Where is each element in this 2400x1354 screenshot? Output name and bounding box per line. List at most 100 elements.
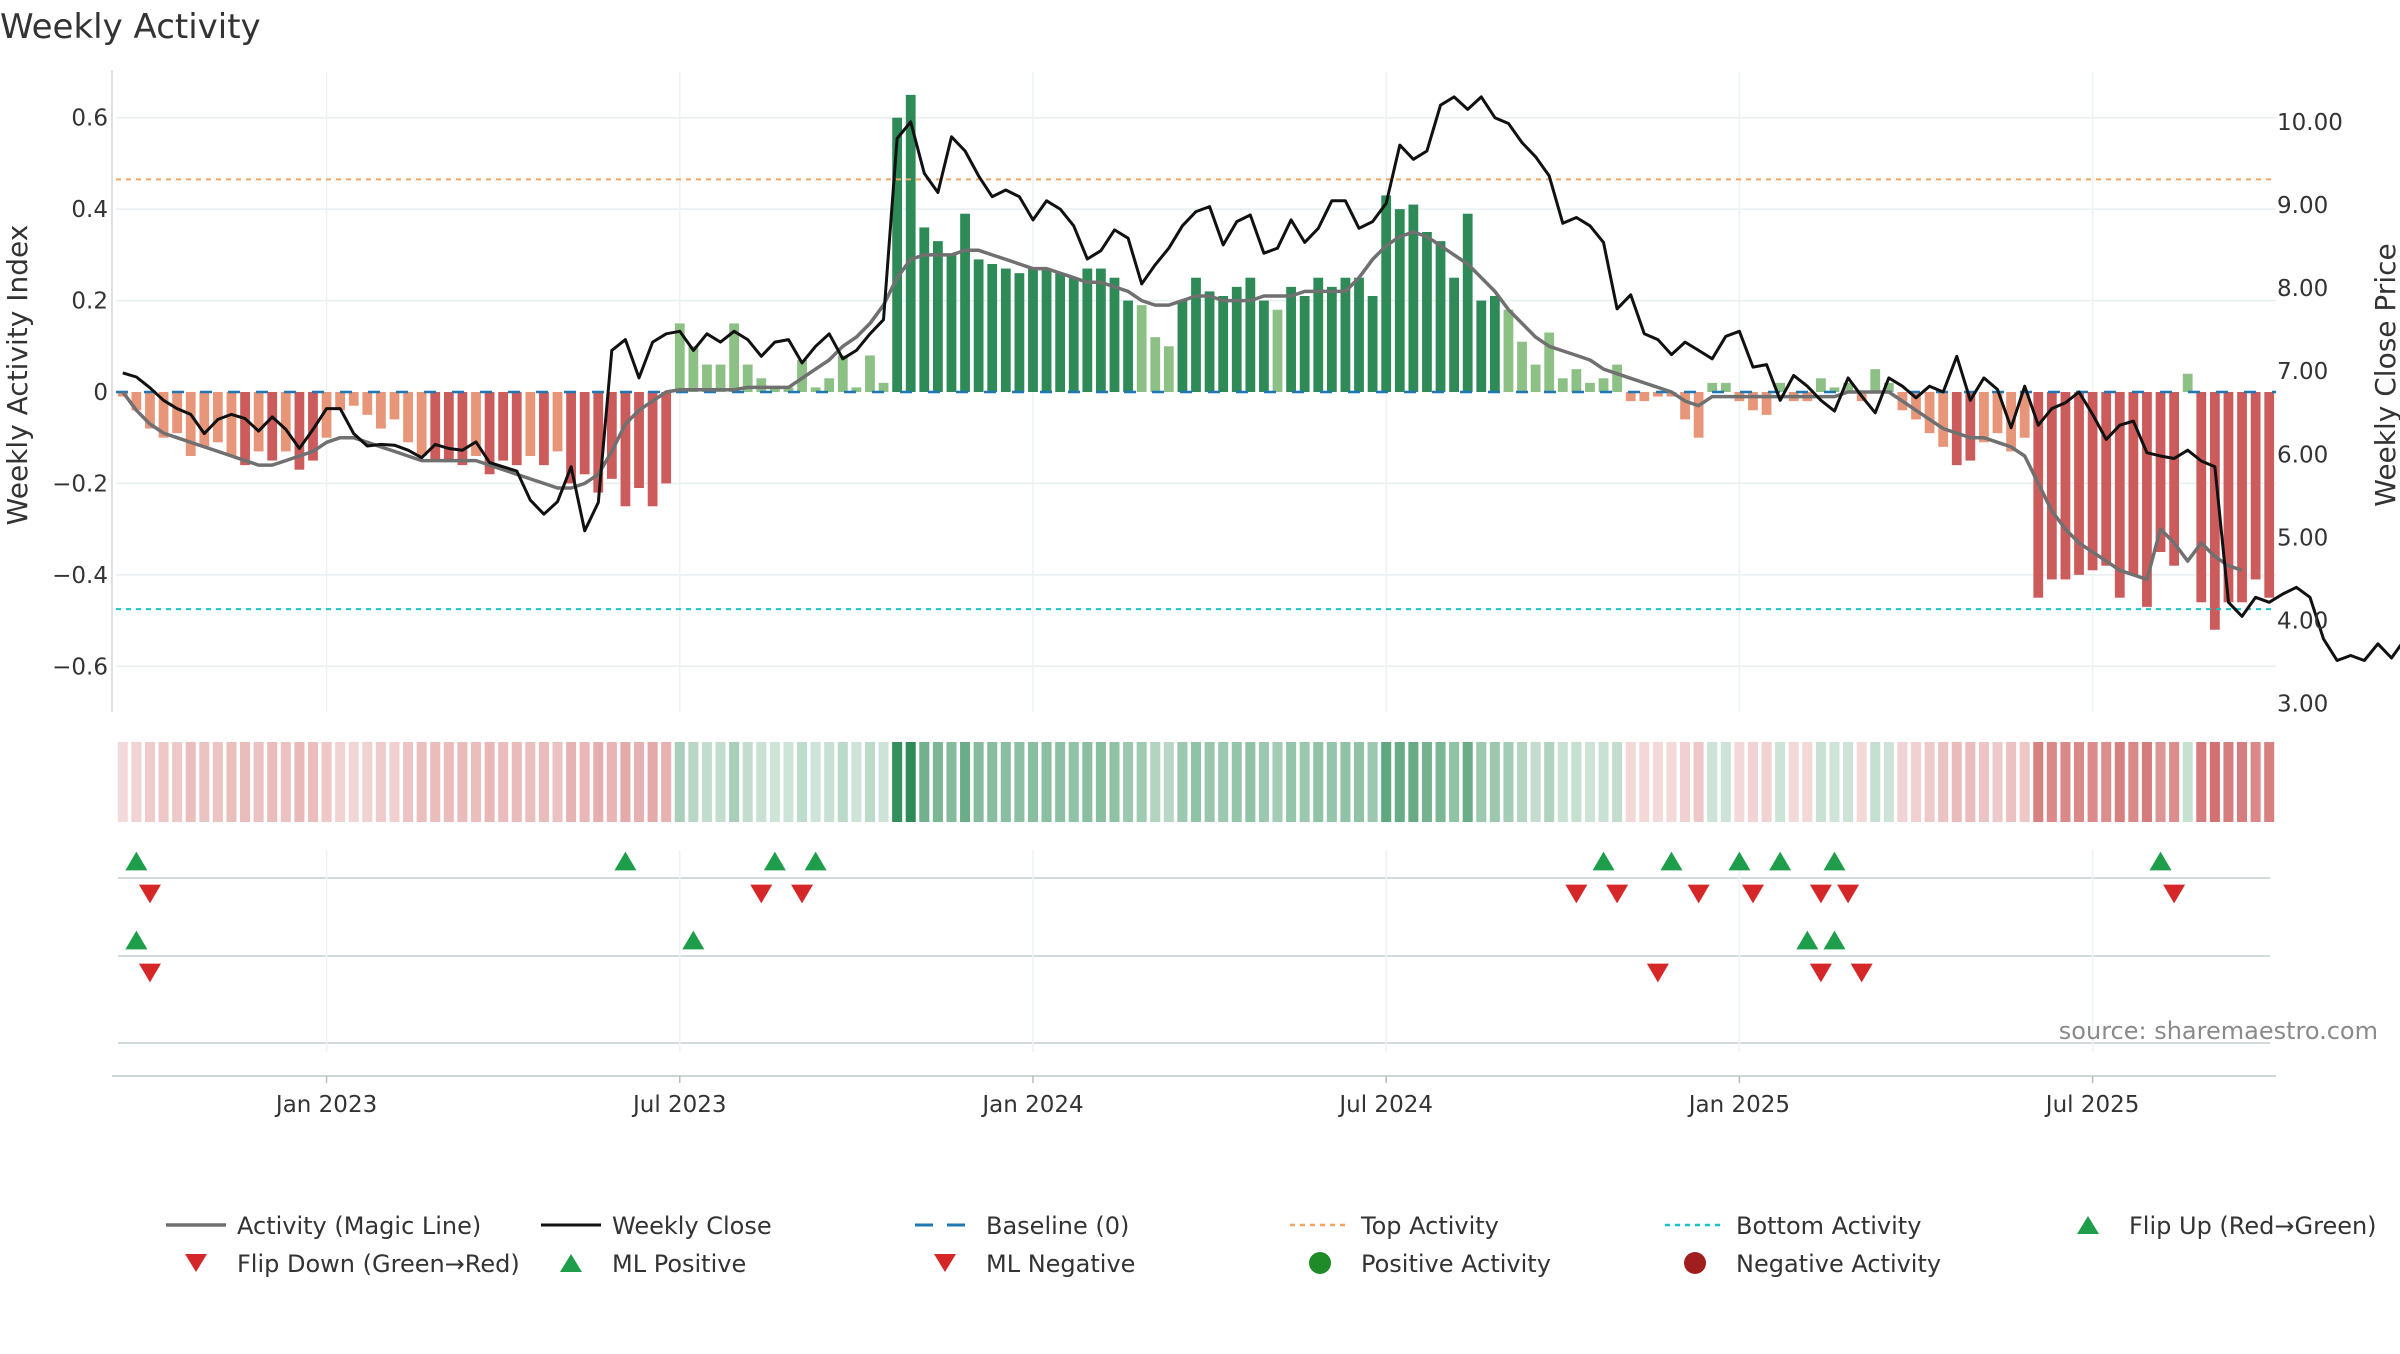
heat-cell [729,742,740,822]
legend-label: Weekly Close [612,1212,772,1240]
heat-cell [1435,742,1446,822]
heat-cell [416,742,427,822]
flip-down-marker [1809,884,1832,904]
y-right-tick-label: 3.00 [2277,692,2328,718]
heat-cell [321,742,332,822]
heat-cell [987,742,998,822]
heat-cell [878,742,889,822]
activity-bars [117,94,2275,630]
activity-bar [606,392,617,479]
activity-bar [145,392,155,429]
activity-bar [471,392,481,456]
activity-bar [2006,392,2016,452]
legend-swatch [2077,1216,2099,1234]
legend: Activity (Magic Line) Weekly Close Baselin… [166,1212,2377,1278]
heat-cell [240,742,251,822]
activity-bar [1571,369,1582,392]
y-right-tick-label: 5.00 [2277,525,2328,551]
y-right-tick-label: 9.00 [2277,193,2328,219]
heat-cell [1707,742,1718,822]
activity-bar [2087,392,2098,571]
y-right-tick-label: 6.00 [2277,442,2328,468]
y-axis-right: 10.00 9.00 8.00 7.00 6.00 5.00 4.00 3.00 [2277,110,2343,718]
heat-cell [2101,742,2112,822]
activity-bar [1652,392,1663,397]
flip-up-marker [614,851,637,871]
flip-up-marker [1728,851,1751,871]
heat-cell [1000,742,1011,822]
source-credit: source: sharemaestro.com [2059,1017,2378,1045]
event-markers [118,850,2270,1052]
legend-item-positive-activity: Positive Activity [1309,1250,1551,1278]
activity-bar [1883,382,1894,392]
legend-item-baseline: Baseline (0) [915,1212,1129,1240]
heat-cell [1095,742,1106,822]
activity-bar [1951,392,1962,466]
heat-cell [1802,742,1813,822]
heat-cell [1082,742,1093,822]
activity-bar [946,254,957,392]
activity-bar [525,392,536,456]
activity-bar [919,227,930,392]
heat-cell [2182,742,2193,822]
flip-down-marker [791,884,814,904]
series-lines [121,95,2400,662]
heat-cell [1544,742,1555,822]
activity-bar [1503,309,1514,392]
heat-cell [1326,742,1337,822]
flip-down-marker [1606,884,1629,904]
activity-bar [1775,382,1786,392]
activity-bar [416,392,427,456]
activity-bar [1965,392,1976,461]
activity-bar [1326,286,1337,392]
activity-bar [2114,392,2125,598]
heat-cell [267,742,278,822]
activity-bar [579,392,590,475]
y-axis-right-title: Weekly Close Price [2369,243,2400,506]
heat-cell [2019,742,2030,822]
ml-negative-marker [138,963,161,983]
activity-bar [1136,305,1147,392]
heat-cell [2073,742,2085,822]
activity-bar [158,392,169,438]
activity-bar [1693,392,1704,438]
legend-label: Positive Activity [1361,1250,1551,1278]
heat-cell [1258,742,1269,822]
heat-cell [2196,742,2207,822]
legend-label: Flip Down (Green→Red) [237,1250,520,1278]
activity-bar [335,392,346,411]
heat-cell [1829,742,1840,822]
heat-cell [973,742,984,822]
heat-cell [1489,742,1500,822]
heat-cell [606,742,617,822]
ml-negative-marker [1646,963,1669,983]
heat-cell [810,742,821,822]
heat-cell [674,742,685,822]
heat-cell [2264,742,2275,822]
heat-cell [742,742,753,822]
heat-cell [1870,742,1881,822]
x-tick-label: Jul 2023 [631,1092,727,1118]
heat-cell [1340,742,1351,822]
activity-bar [715,364,726,392]
activity-bar [1286,286,1296,392]
heat-cell [837,742,848,822]
heat-cell [212,742,223,822]
heat-cell [932,742,943,822]
heat-cell [2237,742,2248,822]
heat-cell [1666,742,1677,822]
activity-bar [362,392,373,415]
y-left-tick-label: −0.4 [52,563,108,589]
heat-cell [579,742,590,822]
heat-cell [1992,742,2003,822]
y-right-tick-label: 7.00 [2277,359,2328,385]
legend-item-magic-line: Activity (Magic Line) [166,1212,481,1240]
heat-cell [117,742,128,822]
activity-bar [1163,346,1174,392]
activity-bar [987,264,998,392]
activity-bar [960,213,970,392]
heat-cell [715,742,726,822]
heat-cell [1150,742,1161,822]
activity-bar [199,392,210,447]
